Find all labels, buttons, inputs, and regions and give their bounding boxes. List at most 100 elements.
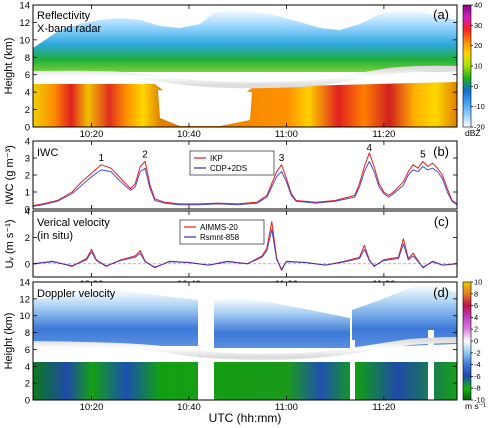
ytick-label: 8 — [25, 328, 30, 339]
colorbar-tick-label: 2 — [474, 325, 478, 334]
legend-cdp2ds-label: CDP+2DS — [210, 164, 247, 173]
ytick-label: 0 — [25, 205, 30, 216]
ytick-label: 14 — [19, 1, 30, 12]
xtick-label: 10:40 — [177, 129, 201, 140]
panel-a-ylabel: Height (km) — [3, 38, 15, 95]
colorbar-doppler: 10 8 6 4 2 0 -2 -4 -6 -8 -10m s⁻¹ — [462, 278, 486, 411]
series-line-rsmnt-858 — [33, 229, 457, 270]
peak-label-5: 5 — [420, 149, 426, 160]
ytick-label: 2 — [25, 171, 30, 182]
panel-c: Verical velocity (in situ) (c) Uᵥ (m s⁻¹… — [4, 207, 458, 290]
colorbar-tick-label: 4 — [474, 313, 478, 322]
ytick-label: 2 — [25, 233, 30, 244]
panel-a-xticks: 10:20 10:40 11:00 11:20 — [80, 5, 395, 140]
xtick-label: 10:40 — [177, 402, 201, 413]
colorbar-tick-label: 0 — [474, 337, 478, 346]
ytick-label: 10 — [19, 35, 30, 46]
panel-d-frame — [32, 281, 458, 401]
colorbar-tick-label: -6 — [474, 372, 481, 381]
ytick-label: 4 — [25, 207, 30, 218]
ytick-label: 2 — [25, 379, 30, 390]
xtick-label: 11:00 — [275, 129, 298, 140]
ytick-label: 12 — [19, 18, 30, 29]
colorbar-tick-label: 8 — [474, 289, 478, 298]
reflectivity-gap — [158, 88, 252, 126]
panel-d-ylabel: Height (km) — [3, 313, 15, 370]
xtick-label: 10:20 — [80, 402, 104, 413]
legend-aimms-label: AIMMS-20 — [200, 223, 238, 232]
colorbar-tick-label: 6 — [474, 301, 478, 310]
xtick-label: 11:20 — [372, 402, 395, 413]
colorbar-tick-label: -8 — [474, 384, 481, 393]
xtick-label: 11:20 — [372, 129, 395, 140]
panel-b: IWC (b) IWC (g m⁻³) IKP CDP+2DS 1 2 3 4 5 0 1… — [4, 137, 458, 222]
ytick-label: 6 — [25, 70, 30, 81]
legend-rsmnt-label: Rsmnt-858 — [200, 233, 240, 242]
peak-label-3: 3 — [279, 153, 285, 164]
ytick-label: 12 — [19, 294, 30, 305]
panel-c-frame — [32, 210, 458, 278]
reflectivity-upper-echo — [33, 10, 457, 72]
panel-d-yticks: 0 2 4 6 8 10 12 14 — [19, 278, 457, 407]
colorbar-tick-label: 0 — [474, 82, 478, 91]
panel-b-title: IWC — [37, 147, 58, 159]
doppler-gap-2 — [350, 340, 355, 400]
colorbar-tick-label: 40 — [474, 1, 482, 10]
colorbar-tick-label: -20 — [474, 123, 485, 132]
series-line-cdp-2ds — [33, 160, 457, 207]
iwc-series — [33, 152, 457, 207]
peak-label-1: 1 — [98, 153, 104, 164]
panel-a-title-line2: X-band radar — [37, 23, 102, 35]
doppler-lower-echo — [33, 362, 457, 400]
ytick-label: 8 — [25, 53, 30, 64]
ytick-label: 14 — [19, 278, 30, 289]
panel-c-ylabel: Uᵥ (m s⁻¹) — [4, 219, 16, 268]
doppler-gap-1 — [198, 282, 214, 400]
panel-b-letter: (b) — [433, 144, 449, 159]
doppler-upper-echo — [33, 290, 200, 346]
panel-d-xticks: 10:20 10:40 11:00 11:20 — [80, 282, 395, 413]
doppler-upper-echo-2 — [214, 298, 350, 348]
colorbar-tick-label: 20 — [474, 41, 482, 50]
vertical-velocity-series — [33, 221, 457, 271]
legend-ikp-label: IKP — [210, 154, 223, 163]
panel-c-letter: (c) — [434, 214, 449, 229]
iwc-peak-labels: 1 2 3 4 5 — [98, 143, 426, 164]
reflectivity-heatmap — [33, 5, 457, 127]
ytick-label: 4 — [25, 88, 30, 99]
colorbar-tick-label: -2 — [474, 348, 481, 357]
xtick-label: 10:20 — [80, 129, 104, 140]
colorbar-tick-label: -4 — [474, 360, 481, 369]
x-axis-label: UTC (hh:mm) — [209, 411, 282, 425]
panel-c-yticks: 0 2 4 — [25, 207, 457, 270]
colorbar-tick-label: 10 — [474, 278, 482, 287]
colorbar-tick-label: -10 — [474, 396, 485, 405]
panel-b-ylabel: IWC (g m⁻³) — [4, 145, 16, 205]
ytick-label: 0 — [25, 259, 30, 270]
panel-d-letter: (d) — [433, 285, 449, 300]
peak-label-4: 4 — [366, 143, 372, 154]
panel-d: Doppler velocity (d) Height (km) 0246810… — [3, 278, 486, 414]
panel-c-title-line1: Verical velocity — [37, 217, 110, 229]
panel-a: Reflectivity X-band radar (a) Height (km… — [3, 1, 485, 141]
series-line-ikp — [33, 152, 457, 207]
panel-c-title-line2: (in situ) — [37, 230, 73, 242]
colorbar-gradient — [462, 4, 472, 128]
panel-b-yticks: 0 1 2 3 4 — [25, 137, 457, 216]
panel-a-frame — [32, 4, 458, 128]
panel-a-letter: (a) — [433, 7, 449, 22]
melting-layer-band-d — [33, 337, 457, 360]
panel-a-yticks: 0 2 4 6 8 10 12 14 — [19, 1, 457, 134]
xtick-label: 11:00 — [275, 402, 298, 413]
ytick-label: 1 — [25, 188, 30, 199]
colorbar-unit: m s⁻¹ — [465, 401, 486, 411]
ytick-label: 4 — [25, 137, 30, 148]
peak-label-2: 2 — [142, 149, 148, 160]
panel-c-legend: AIMMS-20 Rsmnt-858 — [179, 219, 265, 245]
ytick-label: 6 — [25, 345, 30, 356]
panel-d-title: Doppler velocity — [37, 288, 116, 300]
melting-layer-band-a — [33, 65, 457, 89]
doppler-heatmap — [33, 282, 457, 400]
